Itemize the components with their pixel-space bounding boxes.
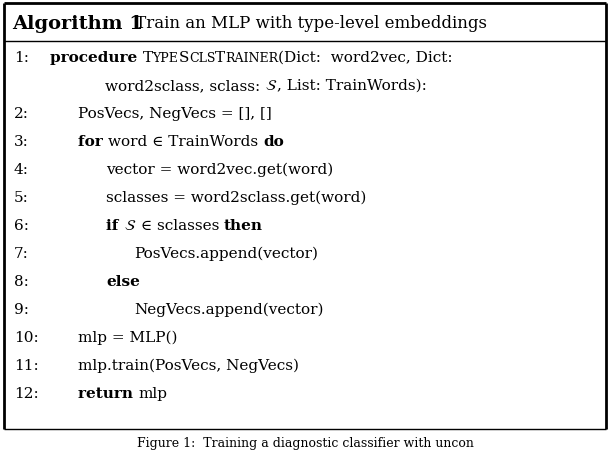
Text: mlp: mlp [138,386,167,400]
Text: 10:: 10: [14,330,39,344]
Text: sclasses = word2sclass.get(word): sclasses = word2sclass.get(word) [106,190,367,205]
Text: , List: TrainWords):: , List: TrainWords): [278,79,427,93]
Text: 11:: 11: [14,358,39,372]
Text: procedure: procedure [50,51,143,65]
Text: 8:: 8: [14,274,29,288]
Text: mlp = MLP(): mlp = MLP() [78,330,178,344]
Text: PosVecs, NegVecs = [], []: PosVecs, NegVecs = [], [] [78,107,271,121]
Text: NegVecs.append(vector): NegVecs.append(vector) [134,302,323,317]
Text: CLS: CLS [189,51,215,64]
Text: 7:: 7: [14,246,29,260]
Text: RAINER: RAINER [225,51,279,64]
Text: vector = word2vec.get(word): vector = word2vec.get(word) [106,162,333,177]
Text: S: S [179,51,189,65]
Text: word2sclass, sclass:: word2sclass, sclass: [105,79,265,93]
Text: return: return [78,386,138,400]
Text: for: for [78,134,108,149]
Text: Algorithm 1: Algorithm 1 [12,15,143,33]
Text: word ∈ TrainWords: word ∈ TrainWords [108,134,263,149]
Text: Figure 1:  Training a diagnostic classifier with uncon: Figure 1: Training a diagnostic classifi… [137,437,473,449]
Text: 3:: 3: [14,134,29,149]
Text: 4:: 4: [14,162,29,177]
Text: $\mathcal{S}$: $\mathcal{S}$ [265,78,278,93]
Text: if: if [106,218,124,233]
Text: T: T [215,51,225,65]
Text: 6:: 6: [14,218,29,233]
Text: 5:: 5: [14,190,29,205]
Text: 12:: 12: [14,386,39,400]
Text: do: do [263,134,284,149]
Text: Train an MLP with type-level embeddings: Train an MLP with type-level embeddings [130,16,487,33]
Text: then: then [224,218,263,233]
Text: YPE: YPE [152,51,179,64]
Text: T: T [143,51,152,65]
Text: $\mathcal{S}$: $\mathcal{S}$ [124,218,136,233]
Text: (Dict:  word2vec, Dict:: (Dict: word2vec, Dict: [279,51,453,65]
Text: 1:: 1: [14,51,29,65]
Text: 2:: 2: [14,107,29,121]
Text: ∈ sclasses: ∈ sclasses [136,218,224,233]
Text: else: else [106,274,140,288]
Text: PosVecs.append(vector): PosVecs.append(vector) [134,246,318,261]
Text: 9:: 9: [14,302,29,316]
Text: mlp.train(PosVecs, NegVecs): mlp.train(PosVecs, NegVecs) [78,358,299,372]
